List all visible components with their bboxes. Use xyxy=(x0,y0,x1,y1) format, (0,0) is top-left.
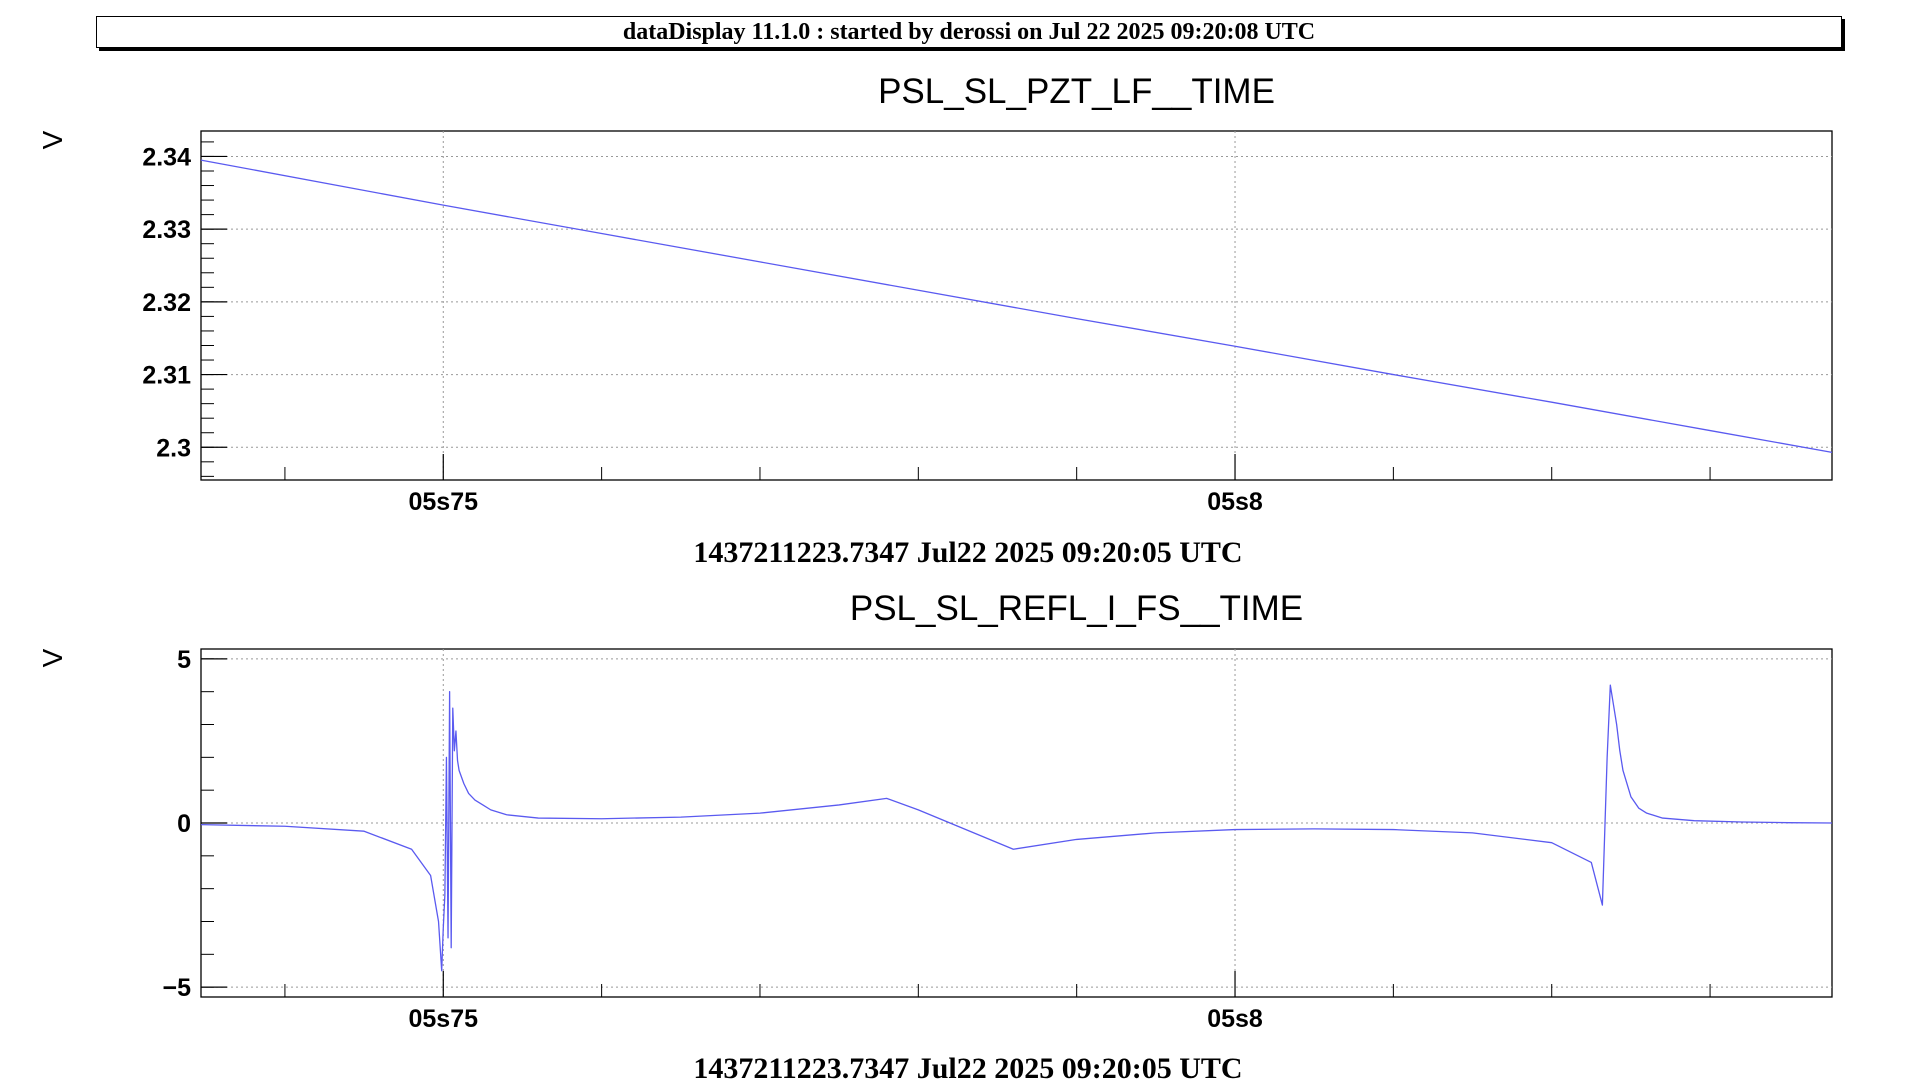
y-tick-label: 2.3 xyxy=(156,434,191,462)
x-tick-label: 05s8 xyxy=(1207,1005,1263,1033)
plot-frame xyxy=(200,130,1833,481)
plot-panel-2: PSL_SL_REFL_I_FS__TIME V 1437211223.7347 J… xyxy=(37,589,1833,1085)
y-tick-label: 2.32 xyxy=(142,289,191,317)
x-tick-label: 05s75 xyxy=(409,1005,479,1033)
x-tick-label: 05s8 xyxy=(1207,488,1263,516)
plot-panel-1: PSL_SL_PZT_LF__TIME V 1437211223.7347 Jul2… xyxy=(37,72,1833,569)
y-tick-label: 0 xyxy=(177,810,191,838)
header-title-box: dataDisplay 11.1.0 : started by derossi … xyxy=(96,16,1842,48)
y-axis-label: V xyxy=(37,130,68,149)
y-tick-label: 2.33 xyxy=(142,216,191,244)
x-axis-label: 1437211223.7347 Jul22 2025 09:20:05 UTC xyxy=(693,1052,1242,1085)
plot-title: PSL_SL_PZT_LF__TIME xyxy=(878,72,1275,111)
y-axis-label: V xyxy=(37,648,68,667)
x-tick-label: 05s75 xyxy=(409,488,479,516)
y-tick-label: 2.31 xyxy=(142,362,191,390)
series-line xyxy=(200,684,1833,972)
series-line xyxy=(200,159,1833,454)
plot-title: PSL_SL_REFL_I_FS__TIME xyxy=(850,589,1303,628)
y-tick-label: 5 xyxy=(177,646,191,674)
header-title: dataDisplay 11.1.0 : started by derossi … xyxy=(622,19,1316,45)
x-axis-label: 1437211223.7347 Jul22 2025 09:20:05 UTC xyxy=(693,536,1242,569)
y-tick-label: −5 xyxy=(162,974,191,1002)
y-tick-label: 2.34 xyxy=(142,143,191,171)
